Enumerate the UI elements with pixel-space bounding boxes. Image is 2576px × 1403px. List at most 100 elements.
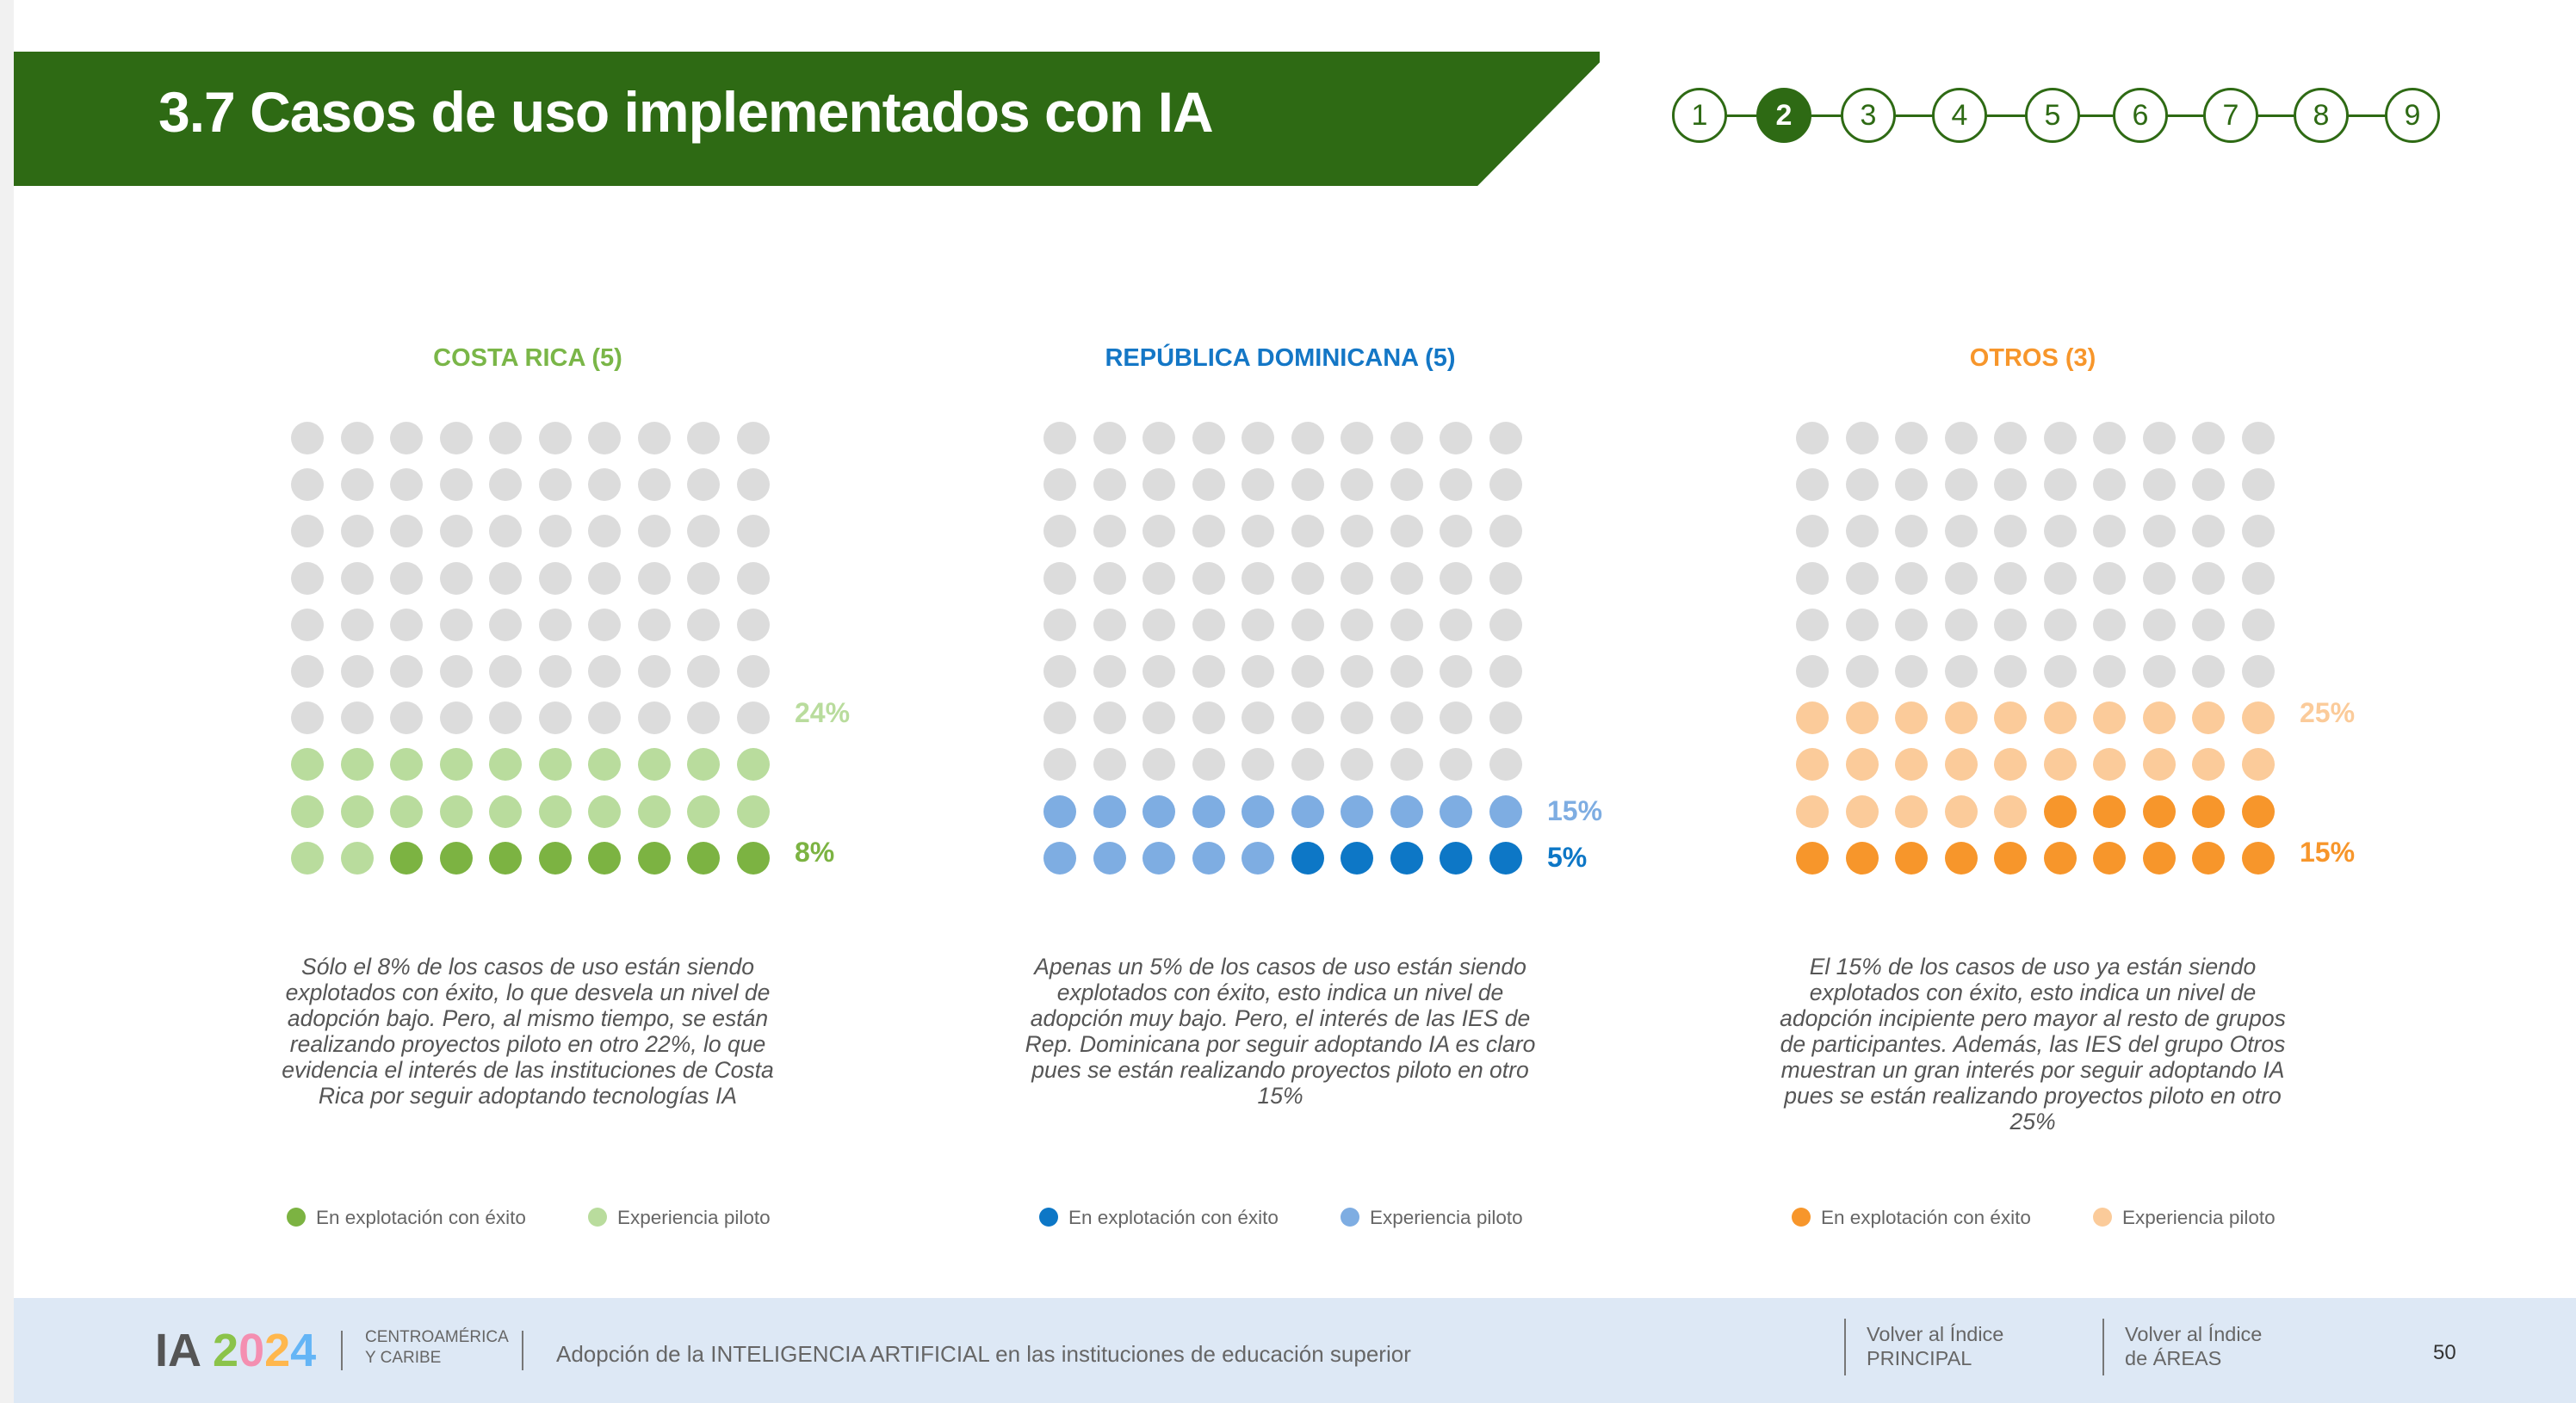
waffle-dot-rest [489, 515, 522, 548]
waffle-dot-rest [1895, 561, 1928, 595]
waffle-dot-rest [2093, 515, 2126, 548]
waffle-dot-rest [1895, 608, 1928, 641]
waffle-dot-pilot [1845, 794, 1879, 828]
page-number: 50 [2433, 1341, 2456, 1364]
waffle-dot-rest [1440, 422, 1472, 454]
waffle-dot-rest [489, 608, 522, 641]
section-stepper: 1 2 3 4 5 6 7 8 9 [1672, 88, 2447, 143]
waffle-dot-pilot [2241, 748, 2275, 782]
waffle-dot-rest [1192, 468, 1225, 502]
label-success-percent: 8% [795, 837, 835, 868]
legend-success: En explotación con éxito [287, 1205, 526, 1231]
label-success-percent: 5% [1547, 842, 1588, 873]
waffle-dot-pilot [291, 841, 324, 875]
waffle-dot-rest [1440, 515, 1472, 548]
waffle-dot-pilot [2093, 702, 2126, 735]
waffle-dot-rest [1440, 468, 1472, 502]
waffle-dot-rest [439, 515, 473, 548]
waffle-dot-rest [2043, 561, 2077, 595]
step-3[interactable]: 3 [1841, 88, 1896, 143]
chart-description: Sólo el 8% de los casos de uso están sie… [282, 954, 774, 1109]
waffle-dot-rest [736, 515, 770, 548]
waffle-dot-rest [1242, 748, 1274, 782]
waffle-dot-rest [588, 515, 621, 548]
waffle-dot-rest [291, 702, 324, 735]
footer-divider [2102, 1319, 2104, 1375]
step-9[interactable]: 9 [2385, 88, 2440, 143]
waffle-dot-pilot [2192, 702, 2225, 735]
waffle-dot-success [1796, 841, 1829, 875]
waffle-dot-rest [291, 608, 324, 641]
waffle-dot-rest [1845, 561, 1879, 595]
waffle-dot-rest [588, 702, 621, 735]
step-5[interactable]: 5 [2025, 88, 2080, 143]
waffle-dot-rest [687, 422, 720, 454]
label-success-percent: 15% [2300, 837, 2356, 868]
waffle-dot-rest [1291, 561, 1324, 595]
waffle-dot-success [439, 841, 473, 875]
waffle-dot-rest [736, 655, 770, 688]
chart-description: Apenas un 5% de los casos de uso están s… [1025, 954, 1536, 1109]
waffle-dot-rest [390, 515, 423, 548]
waffle-dot-rest [1291, 515, 1324, 548]
waffle-dot-rest [1043, 608, 1076, 641]
waffle-dot-rest [2142, 422, 2176, 454]
waffle-dot-rest [439, 655, 473, 688]
footer-logo[interactable]: IA 2024 [155, 1324, 316, 1377]
waffle-dot-rest [1944, 515, 1978, 548]
year-digit: 2 [264, 1325, 291, 1376]
waffle-dot-rest [1242, 702, 1274, 735]
waffle-dot-pilot [1796, 794, 1829, 828]
waffle-dot-pilot [736, 748, 770, 782]
waffle-dot-rest [1390, 422, 1423, 454]
waffle-dot-rest [1242, 515, 1274, 548]
waffle-dot-rest [736, 422, 770, 454]
legend-dot-pilot [588, 1208, 607, 1227]
waffle-dot-rest [390, 702, 423, 735]
step-4[interactable]: 4 [1932, 88, 1987, 143]
footer-divider [341, 1331, 343, 1370]
waffle-dot-rest [1341, 655, 1373, 688]
waffle-dot-rest [1142, 422, 1175, 454]
link-main-index[interactable]: Volver al Índice PRINCIPAL [1867, 1322, 2003, 1370]
waffle-dot-success [538, 841, 572, 875]
waffle-dot-rest [1242, 608, 1274, 641]
waffle-dot-success [2093, 794, 2126, 828]
waffle-dot-rest [538, 515, 572, 548]
waffle-dot-rest [1440, 702, 1472, 735]
waffle-dot-rest [538, 655, 572, 688]
waffle-dot-rest [1142, 468, 1175, 502]
waffle-dot-rest [439, 422, 473, 454]
waffle-dot-rest [2043, 608, 2077, 641]
waffle-dot-rest [1192, 561, 1225, 595]
waffle-dot-rest [1440, 655, 1472, 688]
step-2[interactable]: 2 [1756, 88, 1811, 143]
waffle-dot-pilot [2043, 702, 2077, 735]
step-7[interactable]: 7 [2203, 88, 2258, 143]
waffle-dot-pilot [1994, 794, 2027, 828]
waffle-dot-rest [1291, 422, 1324, 454]
region-line-1: CENTROAMÉRICA [365, 1328, 509, 1346]
footer-subtitle: Adopción de la INTELIGENCIA ARTIFICIAL e… [556, 1341, 1411, 1367]
waffle-dot-rest [637, 561, 671, 595]
waffle-dot-pilot [1192, 841, 1225, 875]
waffle-dot-rest [291, 561, 324, 595]
waffle-dot-rest [1489, 748, 1522, 782]
chart-legend: En explotación con éxito Experiencia pil… [1723, 1205, 2343, 1239]
step-1[interactable]: 1 [1672, 88, 1727, 143]
waffle-dot-pilot [1291, 794, 1324, 828]
legend-dot-success [287, 1208, 306, 1227]
waffle-dot-rest [1796, 655, 1829, 688]
link-areas-index[interactable]: Volver al Índice de ÁREAS [2125, 1322, 2262, 1370]
legend-dot-success [1792, 1208, 1811, 1227]
waffle-dot-rest [538, 561, 572, 595]
waffle-dot-rest [340, 422, 374, 454]
waffle-dot-rest [439, 561, 473, 595]
waffle-dot-pilot [588, 794, 621, 828]
waffle-dot-rest [1043, 561, 1076, 595]
step-6[interactable]: 6 [2113, 88, 2168, 143]
waffle-dot-rest [1093, 515, 1126, 548]
step-8[interactable]: 8 [2294, 88, 2349, 143]
waffle-dot-rest [2192, 561, 2225, 595]
waffle-dot-rest [2142, 468, 2176, 502]
